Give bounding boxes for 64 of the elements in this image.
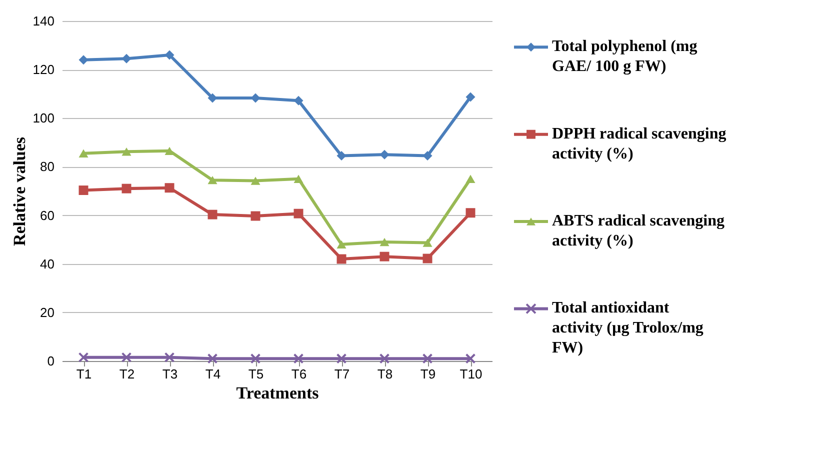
point bbox=[422, 151, 432, 161]
point bbox=[422, 353, 433, 364]
point bbox=[294, 208, 304, 218]
point bbox=[78, 55, 88, 65]
point bbox=[336, 353, 347, 364]
point bbox=[422, 238, 432, 247]
point bbox=[164, 146, 174, 156]
y-tick-label: 60 bbox=[40, 208, 54, 223]
y-tick-label: 40 bbox=[40, 256, 54, 272]
point bbox=[294, 174, 304, 183]
y-tick-label: 0 bbox=[47, 354, 54, 368]
x-tick-label: T1 bbox=[76, 366, 92, 382]
y-axis-title: Relative values bbox=[10, 136, 29, 246]
x-tick-label: T6 bbox=[291, 366, 307, 382]
point bbox=[250, 93, 260, 103]
legend-label: DPPH radical scavenging activity (%) bbox=[552, 125, 726, 162]
point bbox=[250, 353, 261, 364]
point bbox=[122, 148, 132, 156]
point bbox=[380, 238, 390, 246]
x-tick-label: T10 bbox=[460, 366, 482, 382]
x-tick-label: T5 bbox=[248, 366, 264, 382]
x-tick-label: T8 bbox=[377, 366, 393, 382]
x-tick-label: T2 bbox=[119, 366, 135, 382]
point bbox=[466, 174, 476, 183]
point bbox=[207, 353, 218, 364]
y-tick-label: 120 bbox=[32, 62, 54, 78]
legend-label: ABTS radical scavenging activity (%) bbox=[552, 212, 724, 250]
point bbox=[380, 252, 390, 262]
y-tick-label: 100 bbox=[32, 110, 54, 126]
point bbox=[164, 352, 175, 363]
point bbox=[250, 176, 260, 185]
legend-label: Total antioxidant activity (µg Trolox/mg FW) bbox=[552, 300, 704, 357]
point bbox=[122, 184, 132, 194]
point bbox=[164, 50, 174, 60]
x-axis-title: Treatments bbox=[236, 384, 320, 402]
y-tick-label: 140 bbox=[32, 14, 54, 28]
y-tick-label: 80 bbox=[40, 159, 54, 174]
point bbox=[336, 240, 346, 249]
point bbox=[78, 186, 88, 196]
x-tick-label: T7 bbox=[334, 366, 350, 382]
x-tick-label: T3 bbox=[162, 366, 178, 382]
x-tick-label: T9 bbox=[420, 366, 436, 382]
y-tick-label: 20 bbox=[40, 304, 54, 320]
point bbox=[466, 208, 476, 218]
point bbox=[465, 353, 476, 364]
point bbox=[208, 176, 218, 184]
point bbox=[294, 96, 304, 106]
point bbox=[208, 210, 218, 220]
legend-label: Total polyphenol (mg GAE/ 100 g FW) bbox=[552, 38, 698, 76]
point bbox=[379, 353, 390, 364]
x-tick-label: T4 bbox=[205, 366, 221, 382]
point bbox=[121, 352, 132, 363]
point bbox=[78, 352, 89, 363]
point bbox=[336, 254, 346, 264]
point bbox=[164, 183, 174, 193]
point bbox=[380, 150, 390, 160]
point bbox=[122, 54, 132, 64]
point bbox=[422, 254, 432, 264]
point bbox=[250, 211, 260, 221]
point bbox=[336, 151, 346, 161]
point bbox=[78, 149, 88, 158]
point bbox=[466, 92, 476, 102]
point bbox=[208, 93, 218, 103]
point bbox=[293, 353, 304, 364]
